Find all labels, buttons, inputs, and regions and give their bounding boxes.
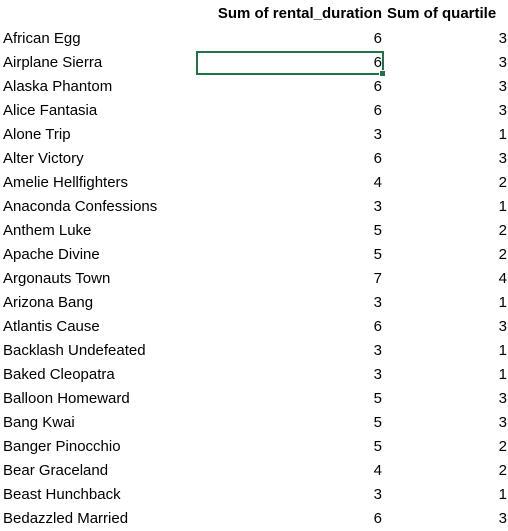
rental-duration-cell[interactable]: 6: [196, 27, 382, 51]
row-label-cell[interactable]: African Egg: [3, 27, 195, 51]
quartile-cell[interactable]: 3: [384, 75, 507, 99]
table-row: Alice Fantasia 6 3: [0, 99, 508, 123]
table-row: Bang Kwai 5 3: [0, 411, 508, 435]
row-label-cell[interactable]: Apache Divine: [3, 243, 195, 267]
row-label-cell[interactable]: Balloon Homeward: [3, 387, 195, 411]
table-row: Anaconda Confessions 3 1: [0, 195, 508, 219]
quartile-cell[interactable]: 3: [384, 51, 507, 75]
row-label-cell[interactable]: Alter Victory: [3, 147, 195, 171]
quartile-cell[interactable]: 3: [384, 507, 507, 531]
row-label-cell[interactable]: Bedazzled Married: [3, 507, 195, 531]
rental-duration-cell[interactable]: 7: [196, 267, 382, 291]
table-row: Argonauts Town 7 4: [0, 267, 508, 291]
rental-duration-cell[interactable]: 5: [196, 243, 382, 267]
row-label-cell[interactable]: Bear Graceland: [3, 459, 195, 483]
table-row: Anthem Luke 5 2: [0, 219, 508, 243]
header-cell-sum-rental-duration[interactable]: Sum of rental_duration: [196, 0, 382, 27]
quartile-cell[interactable]: 3: [384, 27, 507, 51]
row-label-cell[interactable]: Argonauts Town: [3, 267, 195, 291]
quartile-cell[interactable]: 2: [384, 435, 507, 459]
rental-duration-cell[interactable]: 3: [196, 339, 382, 363]
quartile-cell[interactable]: 1: [384, 363, 507, 387]
row-label-cell[interactable]: Beast Hunchback: [3, 483, 195, 507]
quartile-cell[interactable]: 1: [384, 291, 507, 315]
row-label-cell[interactable]: Alone Trip: [3, 123, 195, 147]
row-label-cell[interactable]: Anaconda Confessions: [3, 195, 195, 219]
table-row: Arizona Bang 3 1: [0, 291, 508, 315]
rental-duration-cell[interactable]: 5: [196, 411, 382, 435]
rental-duration-cell[interactable]: 6: [196, 99, 382, 123]
row-label-cell[interactable]: Atlantis Cause: [3, 315, 195, 339]
quartile-cell[interactable]: 3: [384, 147, 507, 171]
table-row: Beast Hunchback 3 1: [0, 483, 508, 507]
rental-duration-cell[interactable]: 4: [196, 459, 382, 483]
table-row: Bedazzled Married 6 3: [0, 507, 508, 531]
row-label-cell[interactable]: Bang Kwai: [3, 411, 195, 435]
rental-duration-cell[interactable]: 3: [196, 363, 382, 387]
quartile-cell[interactable]: 1: [384, 195, 507, 219]
row-label-cell[interactable]: Airplane Sierra: [3, 51, 195, 75]
quartile-cell[interactable]: 2: [384, 219, 507, 243]
rental-duration-cell[interactable]: 3: [196, 195, 382, 219]
rental-duration-cell[interactable]: 5: [196, 219, 382, 243]
table-row: Airplane Sierra 6 3: [0, 51, 508, 75]
table-row: African Egg 6 3: [0, 27, 508, 51]
pivot-header-row: Sum of rental_duration Sum of quartile: [0, 0, 508, 27]
table-row: Atlantis Cause 6 3: [0, 315, 508, 339]
row-label-cell[interactable]: Baked Cleopatra: [3, 363, 195, 387]
quartile-cell[interactable]: 3: [384, 99, 507, 123]
table-row: Balloon Homeward 5 3: [0, 387, 508, 411]
quartile-cell[interactable]: 1: [384, 123, 507, 147]
quartile-cell[interactable]: 3: [384, 387, 507, 411]
table-row: Alaska Phantom 6 3: [0, 75, 508, 99]
quartile-cell[interactable]: 1: [384, 339, 507, 363]
table-row: Bear Graceland 4 2: [0, 459, 508, 483]
rental-duration-cell[interactable]: 6: [196, 147, 382, 171]
header-cell-sum-quartile[interactable]: Sum of quartile: [384, 0, 508, 27]
quartile-cell[interactable]: 2: [384, 243, 507, 267]
table-row: Backlash Undefeated 3 1: [0, 339, 508, 363]
rental-duration-cell[interactable]: 6: [196, 51, 382, 75]
rental-duration-cell[interactable]: 5: [196, 387, 382, 411]
quartile-cell[interactable]: 3: [384, 315, 507, 339]
rental-duration-cell[interactable]: 6: [196, 315, 382, 339]
rental-duration-cell[interactable]: 5: [196, 435, 382, 459]
table-row: Alone Trip 3 1: [0, 123, 508, 147]
quartile-cell[interactable]: 2: [384, 459, 507, 483]
table-row: Amelie Hellfighters 4 2: [0, 171, 508, 195]
row-label-cell[interactable]: Amelie Hellfighters: [3, 171, 195, 195]
row-label-cell[interactable]: Anthem Luke: [3, 219, 195, 243]
rental-duration-cell[interactable]: 3: [196, 291, 382, 315]
quartile-cell[interactable]: 2: [384, 171, 507, 195]
header-cell-row-labels[interactable]: [3, 0, 195, 27]
table-row: Banger Pinocchio 5 2: [0, 435, 508, 459]
table-row: Apache Divine 5 2: [0, 243, 508, 267]
table-row: Baked Cleopatra 3 1: [0, 363, 508, 387]
rental-duration-cell[interactable]: 6: [196, 507, 382, 531]
quartile-cell[interactable]: 1: [384, 483, 507, 507]
rental-duration-cell[interactable]: 3: [196, 123, 382, 147]
row-label-cell[interactable]: Arizona Bang: [3, 291, 195, 315]
rental-duration-cell[interactable]: 6: [196, 75, 382, 99]
rental-duration-cell[interactable]: 3: [196, 483, 382, 507]
row-label-cell[interactable]: Backlash Undefeated: [3, 339, 195, 363]
row-label-cell[interactable]: Alaska Phantom: [3, 75, 195, 99]
quartile-cell[interactable]: 3: [384, 411, 507, 435]
rental-duration-cell[interactable]: 4: [196, 171, 382, 195]
row-label-cell[interactable]: Banger Pinocchio: [3, 435, 195, 459]
table-row: Alter Victory 6 3: [0, 147, 508, 171]
quartile-cell[interactable]: 4: [384, 267, 507, 291]
row-label-cell[interactable]: Alice Fantasia: [3, 99, 195, 123]
